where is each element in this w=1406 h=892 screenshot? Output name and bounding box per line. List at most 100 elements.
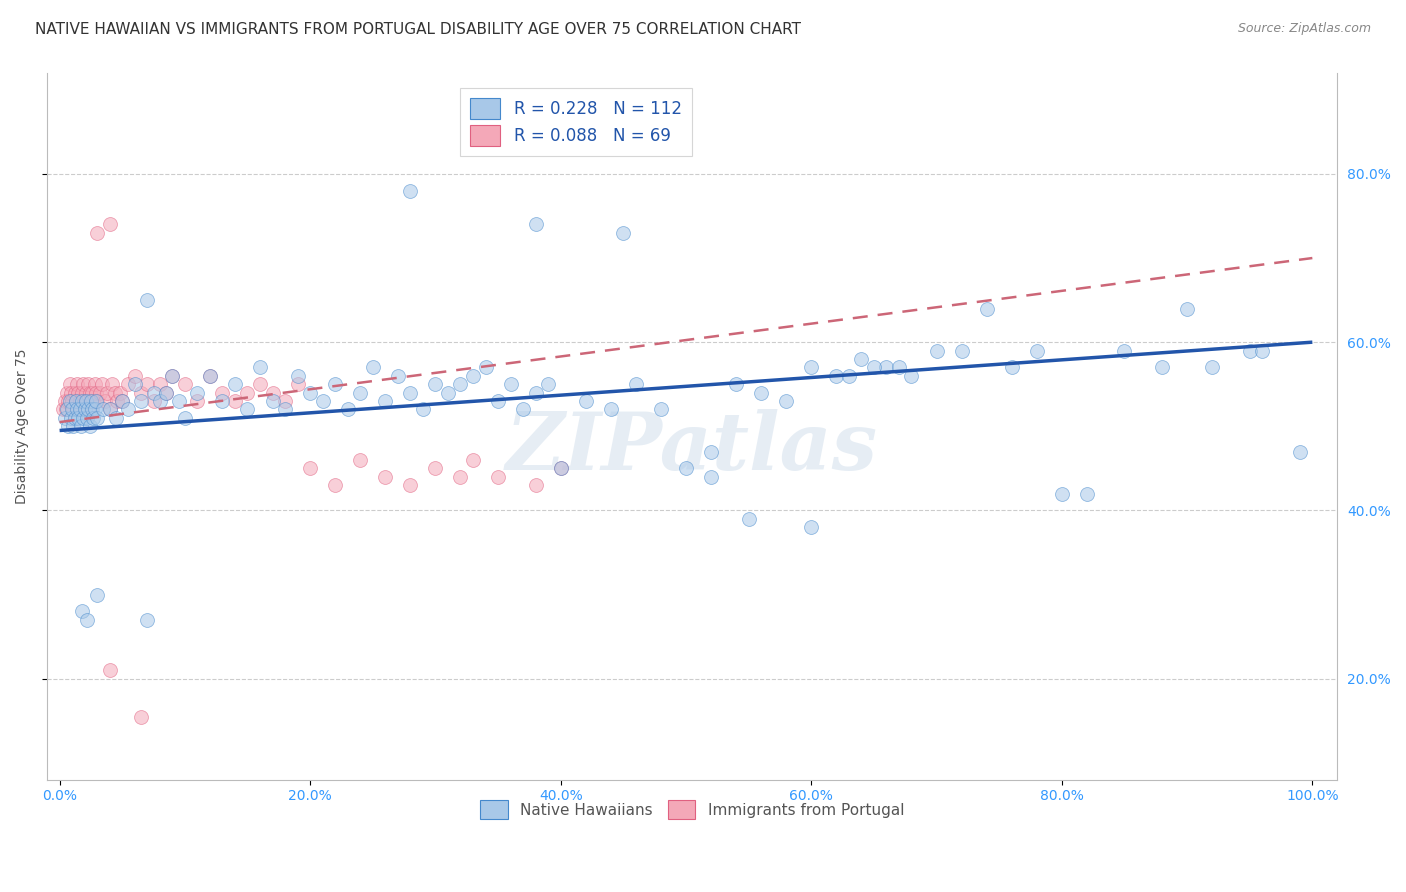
Point <box>349 385 371 400</box>
Point <box>53 394 76 409</box>
Point <box>1150 360 1173 375</box>
Point <box>249 360 271 375</box>
Point <box>56 385 79 400</box>
Point <box>149 377 172 392</box>
Point <box>124 377 146 392</box>
Point <box>274 394 297 409</box>
Point <box>1025 343 1047 358</box>
Point <box>925 343 948 358</box>
Point <box>524 478 547 492</box>
Point <box>323 478 346 492</box>
Point <box>76 613 98 627</box>
Point <box>612 226 634 240</box>
Point <box>887 360 910 375</box>
Point <box>101 377 124 392</box>
Point <box>98 402 121 417</box>
Point <box>89 385 111 400</box>
Point <box>75 385 97 400</box>
Point <box>76 410 98 425</box>
Point <box>1001 360 1024 375</box>
Point <box>98 402 121 417</box>
Point <box>900 368 922 383</box>
Point <box>69 394 91 409</box>
Point <box>700 469 723 483</box>
Point <box>299 461 322 475</box>
Point <box>60 394 83 409</box>
Point <box>524 218 547 232</box>
Point <box>86 410 108 425</box>
Point <box>70 419 93 434</box>
Point <box>374 394 396 409</box>
Point <box>129 385 152 400</box>
Point <box>236 402 259 417</box>
Point <box>98 218 121 232</box>
Point <box>1251 343 1274 358</box>
Point <box>650 402 672 417</box>
Point <box>67 385 90 400</box>
Point <box>274 402 297 417</box>
Point <box>211 385 233 400</box>
Point <box>59 385 82 400</box>
Point <box>486 469 509 483</box>
Point <box>58 419 80 434</box>
Point <box>129 394 152 409</box>
Point <box>66 402 89 417</box>
Point <box>124 368 146 383</box>
Point <box>59 394 82 409</box>
Point <box>83 377 105 392</box>
Point <box>198 368 221 383</box>
Point <box>675 461 697 475</box>
Point <box>412 402 434 417</box>
Point <box>162 368 184 383</box>
Point <box>79 419 101 434</box>
Point <box>52 402 75 417</box>
Point <box>537 377 560 392</box>
Point <box>59 410 82 425</box>
Point <box>1201 360 1223 375</box>
Point <box>311 394 333 409</box>
Point <box>111 394 134 409</box>
Point <box>249 377 271 392</box>
Point <box>117 402 139 417</box>
Point <box>69 402 91 417</box>
Legend: Native Hawaiians, Immigrants from Portugal: Native Hawaiians, Immigrants from Portug… <box>474 794 910 825</box>
Point <box>82 385 104 400</box>
Point <box>198 368 221 383</box>
Point <box>224 377 246 392</box>
Point <box>262 385 284 400</box>
Point <box>437 385 460 400</box>
Point <box>86 226 108 240</box>
Point <box>63 410 86 425</box>
Point <box>374 469 396 483</box>
Text: Source: ZipAtlas.com: Source: ZipAtlas.com <box>1237 22 1371 36</box>
Point <box>62 419 84 434</box>
Point <box>486 394 509 409</box>
Point <box>60 402 83 417</box>
Point <box>976 301 998 316</box>
Point <box>82 410 104 425</box>
Point <box>575 394 598 409</box>
Point <box>211 394 233 409</box>
Point <box>73 394 96 409</box>
Point <box>262 394 284 409</box>
Point <box>96 385 118 400</box>
Point <box>62 402 84 417</box>
Point <box>349 453 371 467</box>
Point <box>299 385 322 400</box>
Point <box>75 394 97 409</box>
Point <box>53 410 76 425</box>
Point <box>104 385 127 400</box>
Point <box>155 385 177 400</box>
Point <box>67 410 90 425</box>
Point <box>136 293 159 307</box>
Point <box>825 368 848 383</box>
Point <box>70 394 93 409</box>
Point <box>86 394 108 409</box>
Point <box>80 394 103 409</box>
Point <box>136 377 159 392</box>
Point <box>82 394 104 409</box>
Point <box>737 512 759 526</box>
Point <box>72 410 94 425</box>
Point <box>851 351 873 366</box>
Point <box>167 394 190 409</box>
